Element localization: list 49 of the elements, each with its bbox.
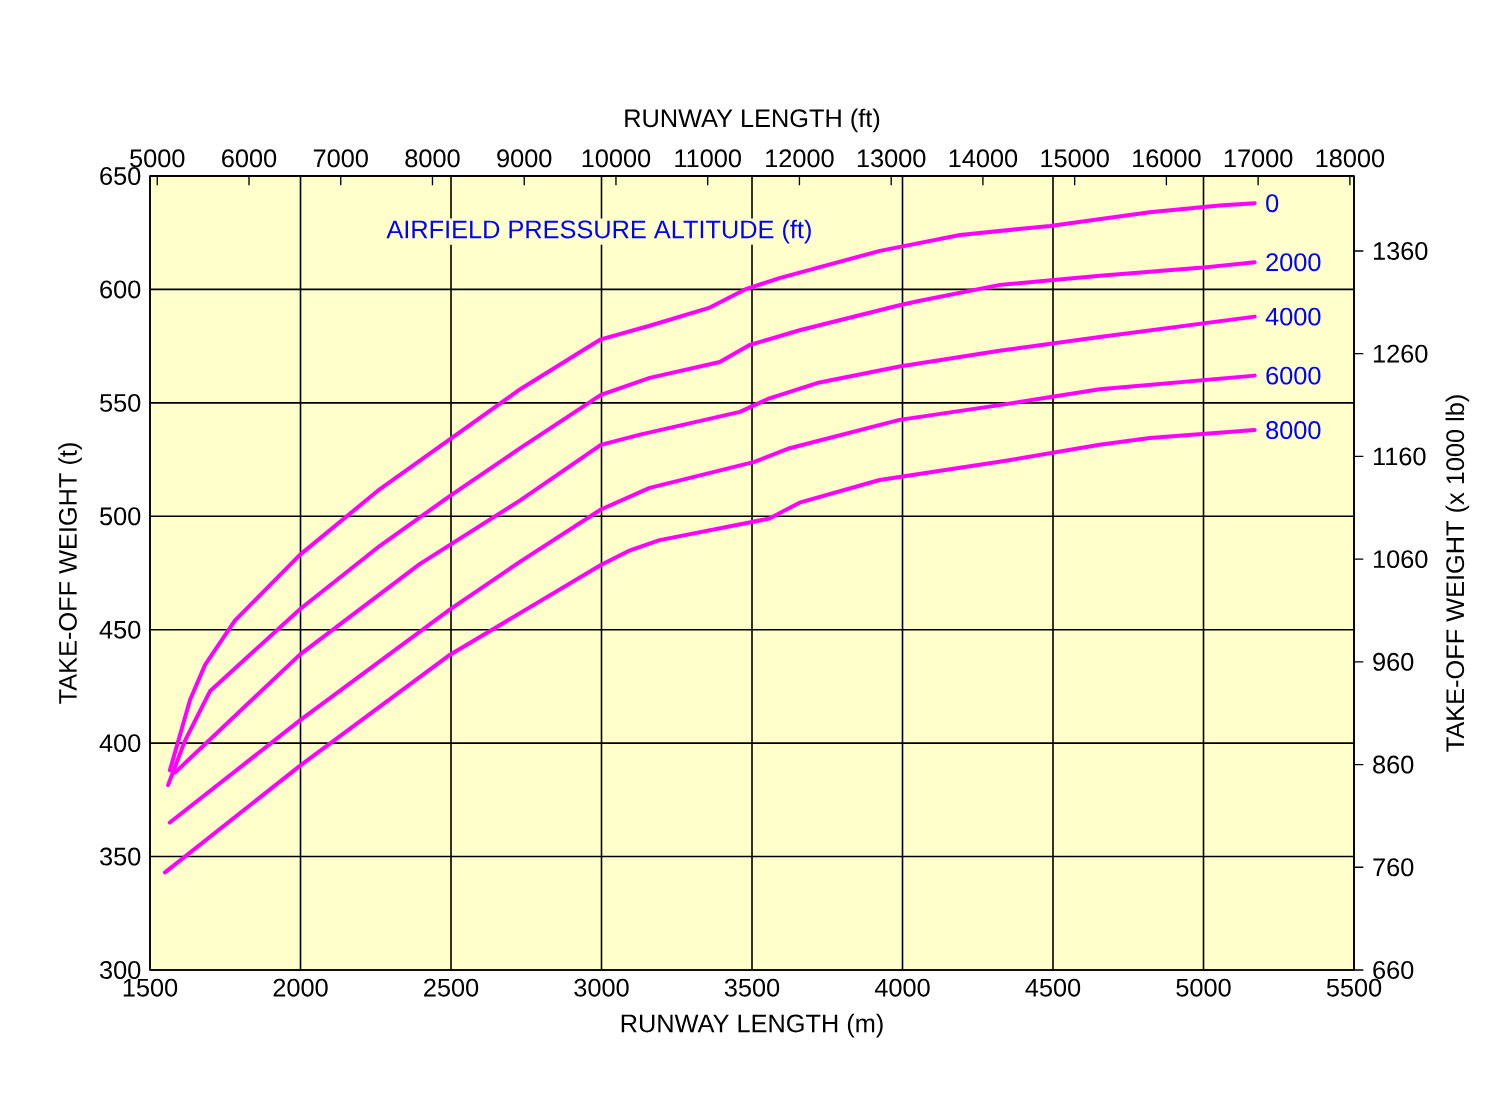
y2-tick-label: 660: [1373, 961, 1414, 979]
y2-axis-title: TAKE-OFF WEIGHT (x 1000 lb): [1445, 395, 1470, 752]
x2-tick-label: 13000: [857, 149, 926, 168]
x2-tick-label: 17000: [1224, 149, 1293, 168]
y-tick-label: 400: [99, 734, 141, 753]
x-axis-title: RUNWAY LENGTH (m): [621, 1013, 883, 1038]
x-tick-label: 4000: [874, 978, 930, 997]
y2-tick-label: 960: [1373, 652, 1414, 671]
x2-tick-label: 6000: [222, 149, 277, 168]
y-tick-label: 350: [99, 847, 141, 866]
y-tick-label: 550: [100, 393, 141, 412]
series-label: 6000: [1266, 366, 1321, 385]
y2-tick-label: 1160: [1373, 447, 1426, 466]
y-tick-label: 450: [99, 620, 141, 639]
x2-tick-label: 14000: [949, 149, 1018, 168]
y-axis-title: TAKE-OFF WEIGHT (t): [58, 443, 82, 704]
y2-tick-label: 1260: [1373, 344, 1428, 363]
series-label: 4000: [1265, 307, 1321, 326]
x2-tick-label: 12000: [766, 149, 834, 168]
y2-tick-label: 860: [1373, 755, 1414, 774]
y2-tick-label: 760: [1373, 858, 1414, 877]
y2-tick-label: 1360: [1373, 242, 1428, 260]
y-tick-label: 650: [100, 167, 141, 185]
x-tick-label: 4500: [1025, 978, 1081, 997]
x-tick-label: 3500: [724, 978, 780, 997]
x2-tick-label: 10000: [582, 149, 651, 168]
x2-tick-label: 18000: [1316, 149, 1385, 168]
x-tick-label: 2500: [424, 978, 479, 997]
x2-tick-label: 16000: [1133, 149, 1201, 168]
x2-tick-label: 5000: [130, 149, 185, 168]
x2-axis-title: RUNWAY LENGTH (ft): [625, 108, 880, 133]
x2-tick-label: 15000: [1041, 149, 1109, 168]
x-tick-label: 1500: [123, 978, 178, 997]
series-label: 8000: [1266, 421, 1321, 440]
series-label: 0: [1266, 194, 1279, 213]
x2-tick-label: 8000: [405, 149, 460, 168]
x-tick-label: 3000: [574, 978, 629, 997]
x-tick-label: 5500: [1326, 978, 1382, 997]
x2-tick-label: 9000: [497, 149, 552, 168]
x2-tick-label: 7000: [313, 149, 368, 168]
annotation: AIRFIELD PRESSURE ALTITUDE (ft): [386, 219, 811, 244]
x2-tick-label: 11000: [675, 149, 741, 168]
y-tick-label: 300: [99, 961, 141, 979]
x-tick-label: 2000: [273, 978, 328, 997]
y2-tick-label: 1060: [1373, 550, 1428, 569]
y-tick-label: 600: [100, 280, 141, 299]
series-label: 2000: [1266, 253, 1321, 272]
y-tick-label: 500: [100, 507, 141, 526]
x-tick-label: 5000: [1176, 978, 1231, 997]
